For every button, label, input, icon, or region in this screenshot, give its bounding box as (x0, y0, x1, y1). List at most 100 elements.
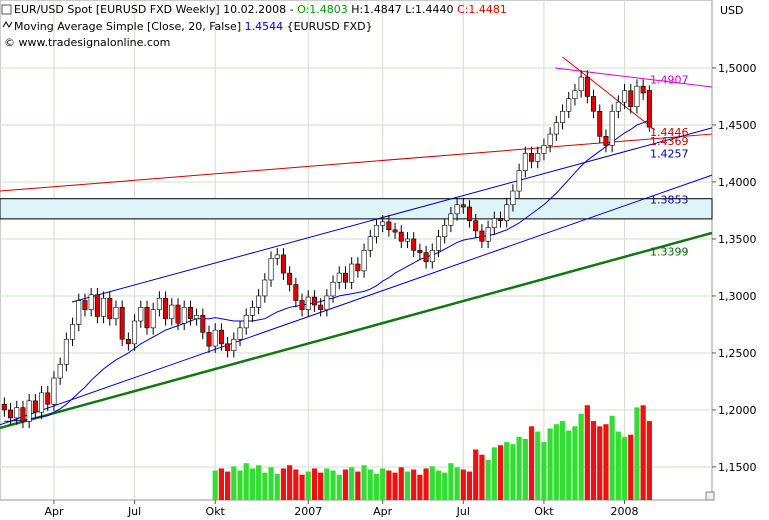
volume-bar (634, 407, 640, 500)
volume-bar (299, 474, 305, 500)
candle-body (200, 315, 206, 333)
volume-bar (231, 466, 237, 500)
volume-bar (318, 472, 324, 500)
volume-bar (423, 468, 429, 500)
volume-bar (305, 471, 311, 500)
y-tick-label: 1,2500 (718, 347, 757, 360)
x-tick-label: 2008 (611, 505, 639, 518)
candle-body (529, 153, 535, 162)
candle-body (194, 315, 200, 320)
volume-bar (225, 471, 231, 500)
volume-bar (572, 426, 578, 500)
candle-body (299, 300, 305, 310)
volume-bar (380, 468, 386, 500)
candle-body (417, 250, 423, 253)
volume-bar (349, 467, 355, 500)
candle-body (336, 272, 342, 283)
volume-bar (386, 470, 392, 500)
volume-bar (609, 415, 615, 500)
volume-bar (417, 474, 423, 500)
candle-body (26, 400, 32, 422)
candle-body (566, 98, 572, 112)
candle-body (386, 221, 392, 231)
candle-body (510, 190, 516, 206)
volume-bar (566, 430, 572, 500)
indicator-suffix: {EURUSD FXD} (287, 20, 373, 33)
candle-body (311, 296, 317, 306)
volume-bar (621, 436, 628, 500)
indicator-line: Moving Average Simple [Close, 20, False]… (14, 20, 373, 33)
candle-body (293, 284, 299, 301)
candle-body (39, 392, 45, 413)
volume-bar (510, 444, 516, 500)
volume-bar (274, 473, 280, 500)
candle-body (262, 279, 268, 297)
volume-bar (516, 436, 522, 500)
candle-body (466, 206, 472, 222)
candle-body (342, 272, 348, 283)
volume-bar (435, 470, 442, 500)
candle-body (8, 409, 14, 419)
volume-bar (454, 467, 460, 500)
candle-body (57, 364, 63, 379)
candle-body (560, 110, 566, 123)
candle-body (1, 403, 7, 411)
corner-button[interactable] (705, 491, 715, 501)
volume-bar (268, 467, 274, 500)
candle-body (646, 90, 652, 128)
candle-body (305, 296, 311, 310)
volume-bar (628, 434, 634, 500)
candle-body (367, 236, 373, 251)
candle-body (541, 145, 547, 154)
y-tick-label: 1,1500 (718, 461, 757, 474)
candle-body (392, 229, 398, 233)
volume-bar (479, 454, 485, 500)
volume-bar (218, 468, 225, 500)
candle-body (212, 329, 218, 347)
high: H:1.4847 (351, 3, 401, 16)
candle-body (485, 227, 491, 242)
volume-bar (491, 447, 497, 500)
candle-body (404, 238, 410, 242)
candle-body (535, 153, 541, 162)
band (0, 198, 713, 220)
x-tick-label: Okt (534, 505, 554, 518)
candle-body (640, 85, 646, 94)
candle-body (187, 307, 193, 320)
copyright: © www.tradesignalonline.com (4, 36, 170, 49)
candle-body (591, 96, 597, 112)
candle-body (361, 250, 367, 272)
candle-body (51, 377, 57, 405)
candle-body (634, 85, 640, 108)
volume-bar (373, 473, 380, 500)
volume-bar (330, 470, 336, 500)
candle-body (231, 338, 237, 351)
indicator-icon (2, 21, 13, 28)
candle-body (442, 224, 448, 237)
candle-body (88, 294, 94, 310)
level-label: 1.4369 (650, 135, 689, 148)
volume-bar (342, 469, 349, 500)
volume-bar (336, 474, 342, 500)
trend-line (0, 174, 713, 426)
candle-body (243, 315, 249, 329)
candle-body (45, 392, 51, 405)
candle-body (318, 304, 324, 310)
volume-bar (367, 469, 373, 500)
volume-bar (398, 467, 404, 500)
candle-body (132, 320, 138, 345)
volume-bar (448, 463, 454, 500)
volume-bar (293, 469, 299, 500)
low: L:1.4440 (405, 3, 453, 16)
candle-body (380, 221, 386, 226)
level-label: 1.3399 (650, 245, 689, 258)
candle-body (20, 407, 26, 422)
volume-bar (361, 465, 367, 500)
header-line: EUR/USD Spot [EURUSD FXD Weekly] 10.02.2… (14, 3, 507, 16)
candle-body (398, 231, 404, 242)
trend-line (562, 56, 656, 131)
volume-bar (553, 424, 559, 500)
candle-body (113, 307, 119, 320)
volume-bar (280, 468, 287, 500)
